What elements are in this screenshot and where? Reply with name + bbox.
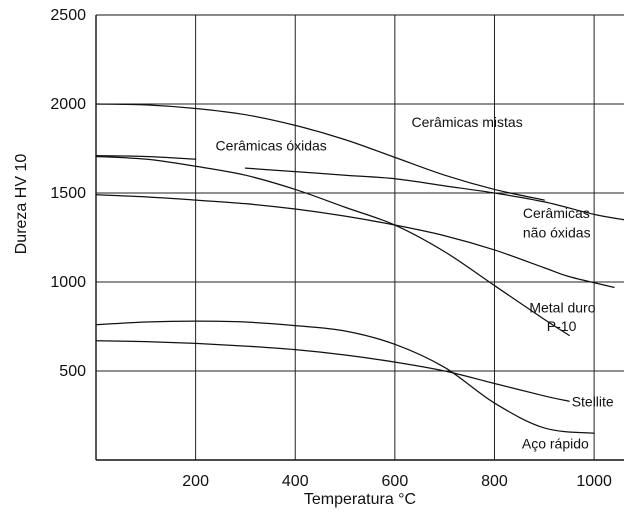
series-label: Aço rápido bbox=[522, 435, 589, 451]
series-line bbox=[95, 154, 197, 160]
series-line bbox=[95, 155, 570, 337]
x-tick-label: 1000 bbox=[576, 473, 612, 490]
x-axis-label: Temperatura °C bbox=[304, 491, 416, 508]
x-tick-label: 200 bbox=[182, 473, 209, 490]
x-tick-label: 400 bbox=[282, 473, 309, 490]
series-label: Cerâmicas bbox=[523, 205, 590, 221]
series-label: Stellite bbox=[572, 394, 614, 410]
y-tick-label: 500 bbox=[59, 363, 86, 380]
y-tick-label: 2500 bbox=[50, 7, 86, 24]
series-label: não óxidas bbox=[523, 225, 591, 241]
labels-layer: Cerâmicas mistas Cerâmicas óxidas Cerâmica… bbox=[216, 114, 614, 451]
series-line bbox=[95, 194, 615, 288]
series-line bbox=[95, 103, 545, 201]
series-label: Metal duro bbox=[529, 299, 595, 315]
axes-layer: 200 400 600 800 1000 500 1000 1500 2000 2500 bbox=[50, 7, 624, 490]
y-axis-label: Dureza HV 10 bbox=[13, 154, 30, 255]
y-tick-label: 1000 bbox=[50, 274, 86, 291]
series-line bbox=[95, 320, 595, 434]
series-label: P-10 bbox=[547, 318, 577, 334]
series-layer bbox=[95, 103, 624, 434]
series-label: Cerâmicas mistas bbox=[411, 114, 522, 130]
x-tick-label: 800 bbox=[481, 473, 508, 490]
series-line bbox=[95, 340, 570, 402]
y-tick-label: 2000 bbox=[50, 96, 86, 113]
y-tick-label: 1500 bbox=[50, 185, 86, 202]
series-line bbox=[244, 167, 624, 221]
series-label: Cerâmicas óxidas bbox=[216, 137, 327, 153]
x-tick-label: 600 bbox=[382, 473, 409, 490]
